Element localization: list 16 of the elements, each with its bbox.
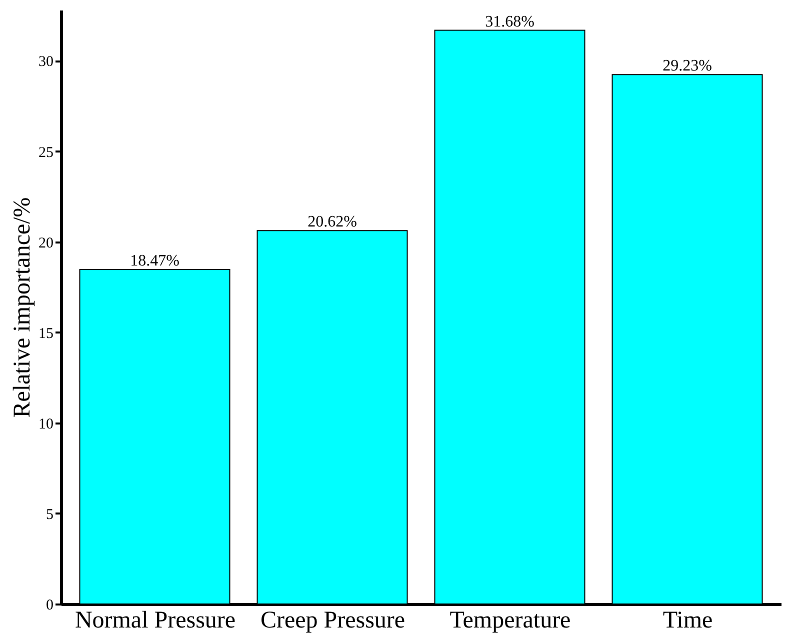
x-tick-label: Time [662, 608, 713, 634]
x-tick-label: Creep Pressure [260, 608, 406, 634]
y-tick-label: 30 [38, 54, 54, 70]
y-tick-label: 10 [38, 416, 54, 432]
x-tick-label: Temperature [450, 608, 571, 634]
y-tick-label: 15 [38, 326, 54, 342]
y-tick-label: 20 [38, 235, 54, 252]
data-label: 18.47% [130, 252, 180, 270]
y-tick-label: 5 [46, 506, 54, 523]
y-tick-label: 0 [46, 598, 54, 614]
data-label: 31.68% [485, 13, 534, 30]
data-label: 29.23% [662, 58, 712, 75]
y-axis-title: Relative importance/% [10, 197, 36, 418]
y-tick-label: 25 [38, 144, 54, 161]
data-label: 20.62% [308, 214, 357, 231]
x-tick-label: Normal Pressure [74, 608, 236, 634]
